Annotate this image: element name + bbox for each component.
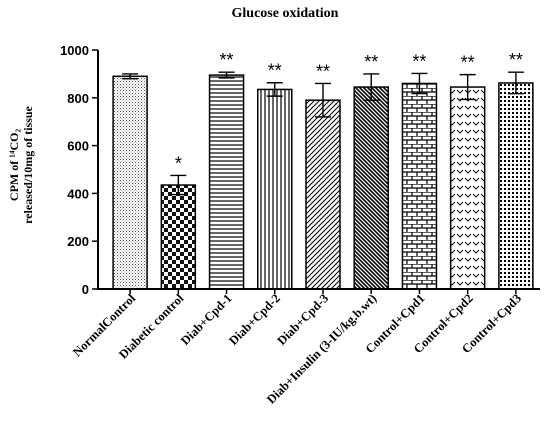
chart-title: Glucose oxidation [232, 6, 339, 21]
significance-label: * [175, 153, 182, 173]
y-tick-label: 800 [67, 91, 89, 106]
bar [305, 99, 341, 290]
y-axis-label-line1: CPM of ¹⁴CO₂ [7, 129, 21, 202]
bar [257, 88, 293, 290]
significance-label: ** [364, 52, 378, 72]
y-tick-label: 200 [67, 234, 89, 249]
bar [208, 74, 245, 290]
significance-label: ** [412, 51, 426, 71]
y-tick-label: 1000 [60, 43, 89, 58]
x-tick-label: Diab+Cpd-2 [226, 291, 283, 348]
y-tick-label: 0 [82, 282, 89, 297]
significance-label: ** [316, 61, 330, 81]
y-tick-label: 600 [67, 139, 89, 154]
bar [160, 184, 197, 290]
significance-label: ** [509, 50, 523, 70]
significance-label: ** [220, 50, 234, 70]
y-tick-label: 400 [67, 186, 89, 201]
plot-area: NormalControl*Diabetic control**Diab+Cpd… [60, 43, 540, 407]
significance-label: ** [461, 53, 475, 73]
bar [401, 82, 438, 290]
significance-label: ** [268, 61, 282, 81]
x-tick-label: Diab+Cpd-1 [178, 291, 235, 348]
bar [498, 82, 534, 290]
y-axis-label-line2: released/10mg of tissue [21, 105, 35, 223]
bar [449, 86, 486, 290]
bar [353, 86, 389, 290]
bar [112, 75, 148, 290]
